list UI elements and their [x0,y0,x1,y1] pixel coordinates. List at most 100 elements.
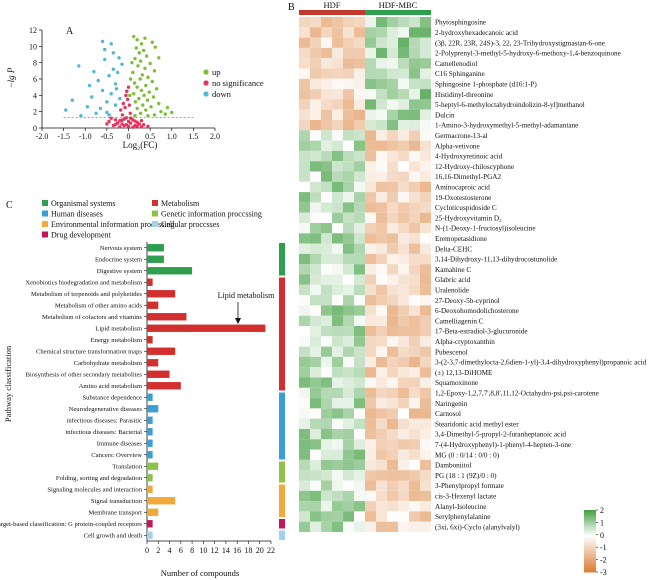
heatmap-row-label: Eremopetasidione [435,235,487,243]
heatmap-cell [398,140,409,151]
heatmap-cell [343,192,354,203]
pathway-category-label: Carbohydrate metabolism [74,360,143,367]
heatmap-cell [376,377,387,388]
heatmap-cell [409,89,420,100]
heatmap-cell [332,418,343,429]
heatmap-row-label: Uralenolide [435,287,469,295]
heatmap-cell [365,449,376,460]
heatmap-row-label: 1,2-Epoxy-1,2,7,7',8,8',11,12-Octahydro-… [435,390,599,398]
heatmap-row-label: 3,4-Dimethyl-5-propyl-2-furanheptanoic a… [435,431,566,439]
heatmap-cell [310,295,321,306]
volcano-point-down [96,78,100,83]
heatmap-cell [310,47,321,59]
heatmap-cell [321,490,332,502]
pathway-x-tick-label: 0 [145,546,149,555]
heatmap-cell [409,387,420,399]
heatmap-cell [354,274,365,285]
volcano-point-up [133,114,137,118]
heatmap-cell [299,202,310,213]
heatmap-cell [332,470,343,481]
pathway-x-tick-label: 4 [168,546,172,555]
heatmap-cell [398,150,409,162]
heatmap-cell [376,480,387,491]
volcano-point-up [143,66,147,71]
heatmap-cell [420,17,431,28]
volcano-point-up [163,112,167,116]
heatmap-cell [387,346,398,357]
heatmap-cell [365,264,376,275]
heatmap-cell [365,130,376,141]
heatmap-cell [321,202,332,213]
heatmap-cell [398,253,409,265]
heatmap-cell [321,37,332,48]
heatmap-cell [398,202,409,213]
heatmap-cell [420,326,431,337]
heatmap-cell [365,47,376,59]
heatmap-cell [398,490,409,502]
heatmap-cell [299,192,310,203]
heatmap-cell [321,418,332,429]
heatmap-cell [321,480,332,491]
heatmap-cell [332,398,343,409]
heatmap-cell [299,78,310,90]
heatmap-cell [376,212,387,223]
heatmap-row-label: 27-Deoxy-5b-cyprinol [435,297,500,305]
heatmap-cell [398,470,409,481]
heatmap-cell [299,367,310,378]
volcano-point-up [144,54,149,58]
heatmap-cell [376,78,387,90]
heatmap-cell [332,140,343,151]
pathway-bar [147,359,159,367]
pathway-legend-label: Drug development [51,231,112,240]
colorbar-segment [584,561,596,565]
heatmap-cell [409,511,420,522]
volcano-point-no-significance [139,125,144,129]
heatmap-cell [299,130,310,141]
heatmap-cell [420,253,431,265]
volcano-point-down [113,103,118,107]
heatmap-cell [376,161,387,172]
volcano-point-up [137,51,142,55]
heatmap-cell [387,37,398,48]
heatmap-cell [343,17,354,28]
heatmap-cell [332,449,343,460]
heatmap-cell [398,521,409,532]
heatmap-cell [365,192,376,203]
heatmap-cell [409,449,420,460]
heatmap-cell [387,253,398,265]
heatmap-cell [321,223,332,234]
heatmap-cell [343,449,354,460]
heatmap-row-label: Glabric acid [435,276,471,284]
heatmap-cell [332,27,343,38]
heatmap-cell [387,140,398,151]
heatmap-cell [398,161,409,172]
heatmap-cell [343,99,354,110]
heatmap-cell [387,27,398,38]
volcano-point-no-significance [139,118,144,123]
heatmap-row-label: 12-Hydroxy-chiloscyphone [435,163,514,171]
heatmap-cell [365,408,376,419]
heatmap-cell [299,449,310,460]
volcano-point-down [90,95,94,99]
heatmap-cell [354,89,365,100]
heatmap-group-label: HDF-MBC [379,0,418,10]
pathway-group-strip [279,519,285,529]
pathway-bar [147,405,159,413]
heatmap-cell [376,192,387,203]
heatmap-cell [354,367,365,378]
colorbar-segment [584,530,596,534]
volcano-x-tick-label: 1.0 [167,132,177,141]
heatmap-cell [310,418,321,429]
colorbar-tick-label: 0 [600,531,604,540]
heatmap-cell [343,233,354,244]
heatmap-cell [365,305,376,316]
heatmap-cell [398,181,409,193]
volcano-point-up [143,36,147,40]
pathway-category-label: Target-based classification: G protein-c… [0,521,142,528]
heatmap: B HDF HDF-MBC Phytosphingosine 2-hydroxyhe… [288,0,647,577]
volcano-point-no-significance [135,124,139,128]
heatmap-cell [332,212,343,223]
volcano-point-up [148,61,152,66]
pathway-legend-swatch [42,231,48,238]
